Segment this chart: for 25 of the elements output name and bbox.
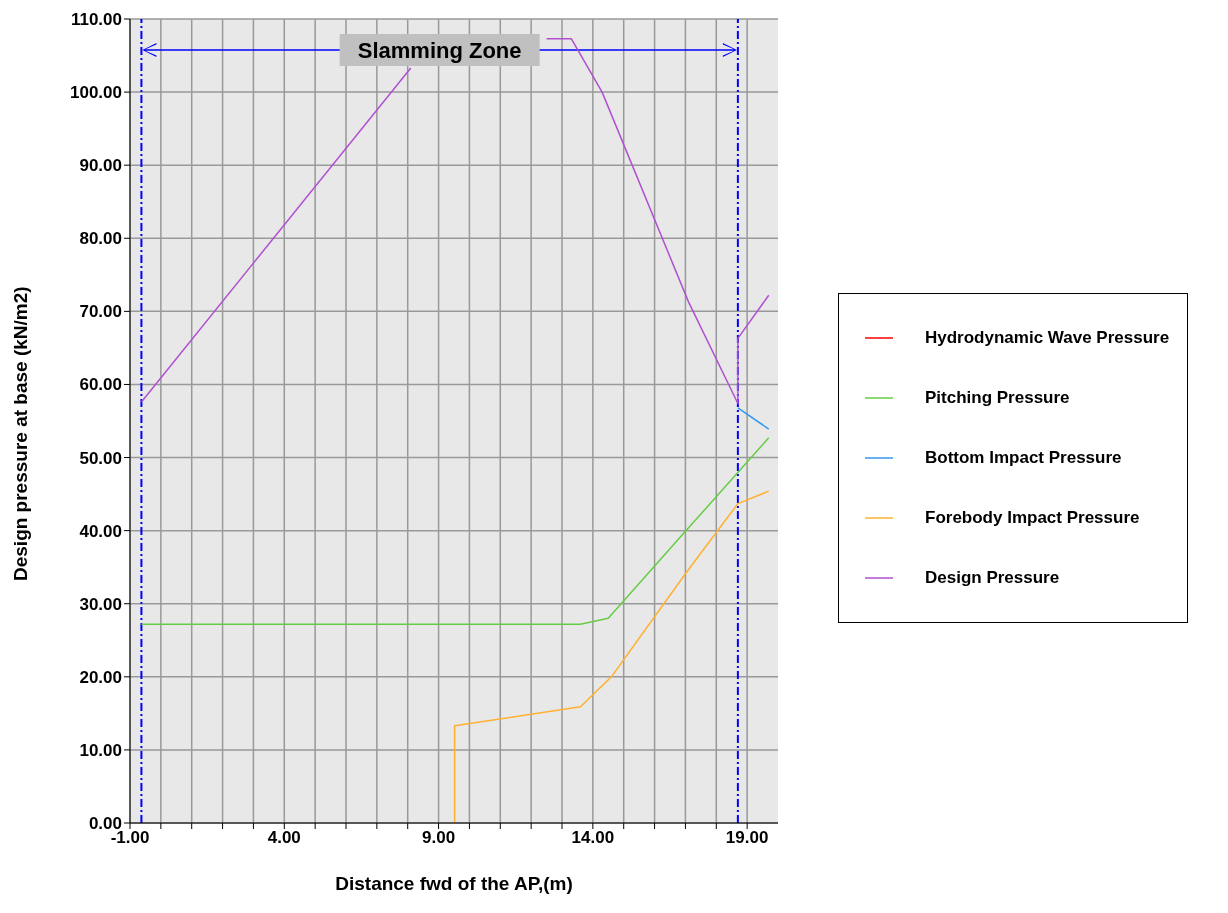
legend-label: Design Pressure xyxy=(925,568,1060,588)
y-tick-label: 30.00 xyxy=(79,594,122,614)
y-tick-label: 100.00 xyxy=(70,83,122,103)
y-tick-label: 60.00 xyxy=(79,375,122,395)
y-tick-label: 90.00 xyxy=(79,156,122,176)
annotation: Slamming Zone xyxy=(357,38,522,63)
y-tick-label: 10.00 xyxy=(79,740,122,760)
legend-label: Pitching Pressure xyxy=(925,388,1070,408)
x-tick-label: 14.00 xyxy=(571,828,615,848)
y-tick-label: 110.00 xyxy=(70,10,122,30)
y-tick-label: 20.00 xyxy=(79,667,122,687)
legend-label: Forebody Impact Pressure xyxy=(925,508,1140,528)
x-axis-title: Distance fwd of the AP,(m) xyxy=(335,873,573,894)
y-tick-label: 50.00 xyxy=(79,448,122,468)
legend-label: Hydrodynamic Wave Pressure xyxy=(925,328,1170,348)
y-tick-label: 70.00 xyxy=(79,302,122,322)
x-tick-label: 4.00 xyxy=(267,828,301,848)
y-tick-label: 80.00 xyxy=(79,229,122,249)
y-axis-title: Design pressure at base (kN/m2) xyxy=(9,286,31,581)
x-tick-label: 9.00 xyxy=(422,828,456,848)
y-tick-label: 40.00 xyxy=(79,521,122,541)
legend-label: Bottom Impact Pressure xyxy=(925,448,1122,468)
line-series xyxy=(453,490,770,823)
x-tick-label: 19.00 xyxy=(725,828,769,848)
line-series xyxy=(140,437,770,625)
